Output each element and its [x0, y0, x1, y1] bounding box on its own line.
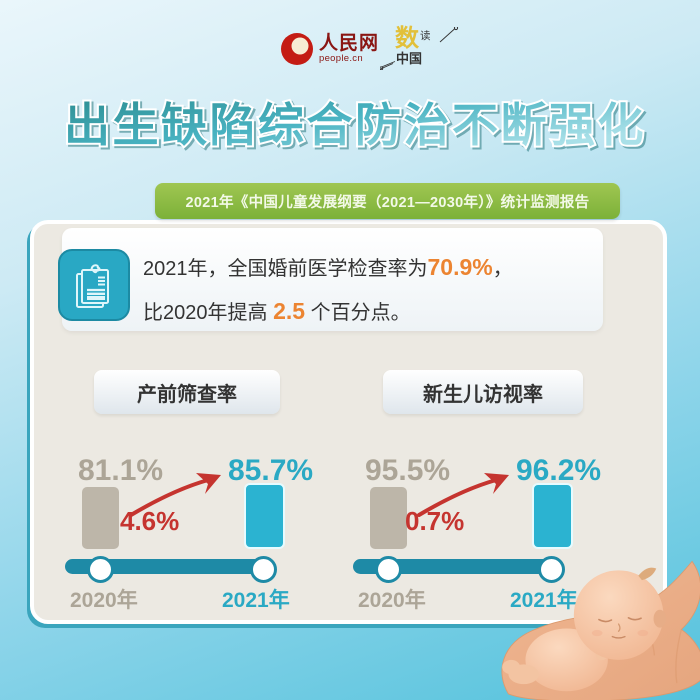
svg-text:出生缺陷综合防治不断强化: 出生缺陷综合防治不断强化	[64, 99, 646, 151]
